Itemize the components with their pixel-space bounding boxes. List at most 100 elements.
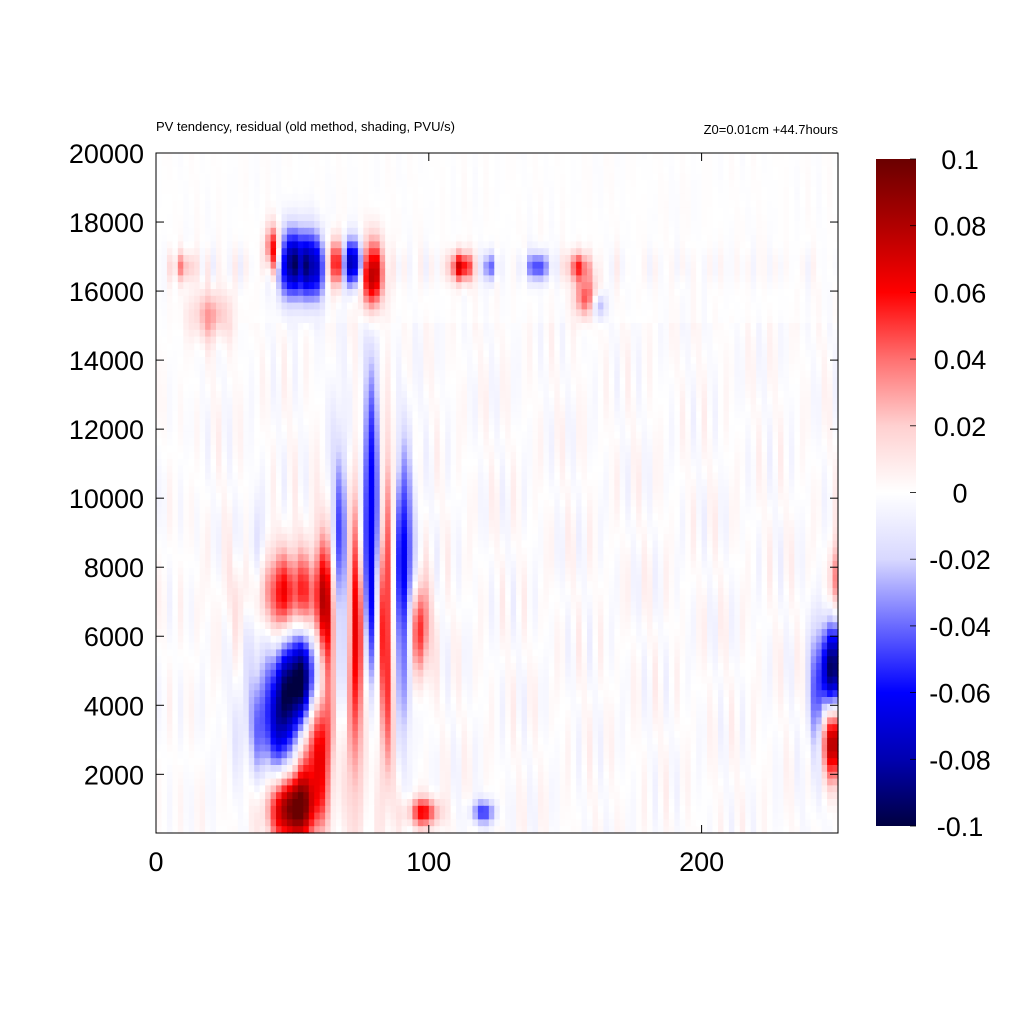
heatmap-cell — [319, 187, 326, 195]
heatmap-cell — [161, 227, 168, 236]
heatmap-cell — [357, 350, 364, 358]
heatmap-cell — [161, 282, 168, 290]
heatmap-cell — [674, 329, 681, 338]
heatmap-cell — [799, 309, 806, 317]
heatmap-cell — [456, 418, 463, 426]
heatmap-cell — [461, 370, 468, 378]
heatmap-cell — [390, 261, 397, 270]
heatmap-cell — [352, 343, 359, 351]
heatmap-cell — [374, 404, 381, 412]
heatmap-cell — [243, 221, 250, 229]
heatmap-cell — [325, 180, 332, 188]
heatmap-cell — [734, 391, 741, 399]
heatmap-cell — [194, 255, 201, 263]
heatmap-cell — [237, 214, 244, 222]
heatmap-cell — [445, 207, 452, 215]
heatmap-cell — [554, 207, 561, 215]
heatmap-cell — [510, 207, 517, 215]
heatmap-cell — [166, 357, 173, 365]
heatmap-cell — [657, 255, 665, 263]
heatmap-cell — [701, 316, 708, 324]
heatmap-cell — [788, 173, 795, 181]
heatmap-cell — [445, 234, 452, 242]
heatmap-cell — [576, 323, 583, 331]
heatmap-cell — [805, 418, 812, 426]
heatmap-cell — [761, 255, 768, 263]
heatmap-cell — [374, 275, 381, 283]
heatmap-cell — [368, 343, 375, 351]
heatmap-cell — [516, 295, 523, 304]
heatmap-cell — [281, 363, 288, 372]
heatmap-cell — [374, 255, 381, 263]
heatmap-cell — [308, 180, 315, 188]
heatmap-cell — [428, 187, 435, 195]
heatmap-cell — [652, 357, 659, 365]
heatmap-cell — [330, 207, 337, 215]
heatmap-cell — [587, 309, 594, 317]
heatmap-cell — [745, 295, 752, 304]
heatmap-cell — [221, 316, 228, 324]
heatmap-cell — [576, 289, 583, 297]
heatmap-cell — [799, 180, 806, 188]
heatmap-cell — [532, 227, 539, 236]
heatmap-cell — [450, 295, 457, 304]
heatmap-cell — [816, 261, 823, 270]
heatmap-cell — [488, 411, 495, 419]
heatmap-cell — [663, 377, 670, 385]
heatmap-cell — [701, 350, 708, 358]
heatmap-cell — [276, 336, 283, 344]
heatmap-cell — [221, 159, 228, 168]
heatmap-cell — [565, 418, 572, 426]
heatmap-cell — [319, 207, 326, 215]
heatmap-cell — [663, 418, 670, 426]
heatmap-cell — [532, 275, 539, 283]
heatmap-cell — [445, 329, 452, 338]
heatmap-cell — [625, 200, 632, 208]
heatmap-cell — [374, 329, 381, 338]
heatmap-cell — [537, 221, 544, 229]
heatmap-cell — [303, 193, 310, 202]
heatmap-cell — [734, 309, 741, 317]
heatmap-cell — [777, 234, 785, 242]
heatmap-cell — [172, 153, 179, 161]
heatmap-cell — [832, 173, 839, 181]
heatmap-cell — [254, 391, 261, 399]
heatmap-cell — [368, 411, 375, 419]
heatmap-cell — [226, 214, 233, 222]
heatmap-cell — [690, 180, 697, 188]
heatmap-cell — [832, 234, 839, 242]
heatmap-cell — [166, 159, 173, 168]
heatmap-cell — [805, 289, 812, 297]
heatmap-cell — [521, 207, 528, 215]
heatmap-cell — [216, 200, 223, 208]
heatmap-cell — [663, 323, 670, 331]
heatmap-cell — [701, 289, 708, 297]
heatmap-cell — [608, 323, 615, 331]
heatmap-cell — [576, 166, 583, 174]
heatmap-cell — [226, 404, 233, 412]
heatmap-cell — [406, 207, 414, 215]
heatmap-cell — [559, 404, 566, 412]
heatmap-cell — [608, 166, 615, 174]
heatmap-cell — [357, 323, 364, 331]
heatmap-cell — [668, 336, 675, 344]
heatmap-cell — [210, 282, 217, 290]
heatmap-cell — [717, 234, 725, 242]
heatmap-cell — [701, 377, 708, 385]
heatmap-cell — [319, 166, 326, 174]
heatmap-cell — [636, 357, 643, 365]
heatmap-cell — [445, 200, 452, 208]
heatmap-cell — [428, 384, 435, 392]
heatmap-cell — [368, 227, 375, 236]
heatmap-cell — [783, 323, 790, 331]
heatmap-cell — [701, 329, 708, 338]
heatmap-cell — [368, 309, 375, 317]
heatmap-cell — [314, 153, 321, 161]
heatmap-cell — [625, 275, 632, 283]
heatmap-cell — [390, 282, 397, 290]
heatmap-cell — [821, 350, 828, 358]
heatmap-cell — [172, 227, 179, 236]
heatmap-cell — [466, 180, 474, 188]
heatmap-cell — [243, 200, 250, 208]
heatmap-cell — [248, 275, 255, 283]
